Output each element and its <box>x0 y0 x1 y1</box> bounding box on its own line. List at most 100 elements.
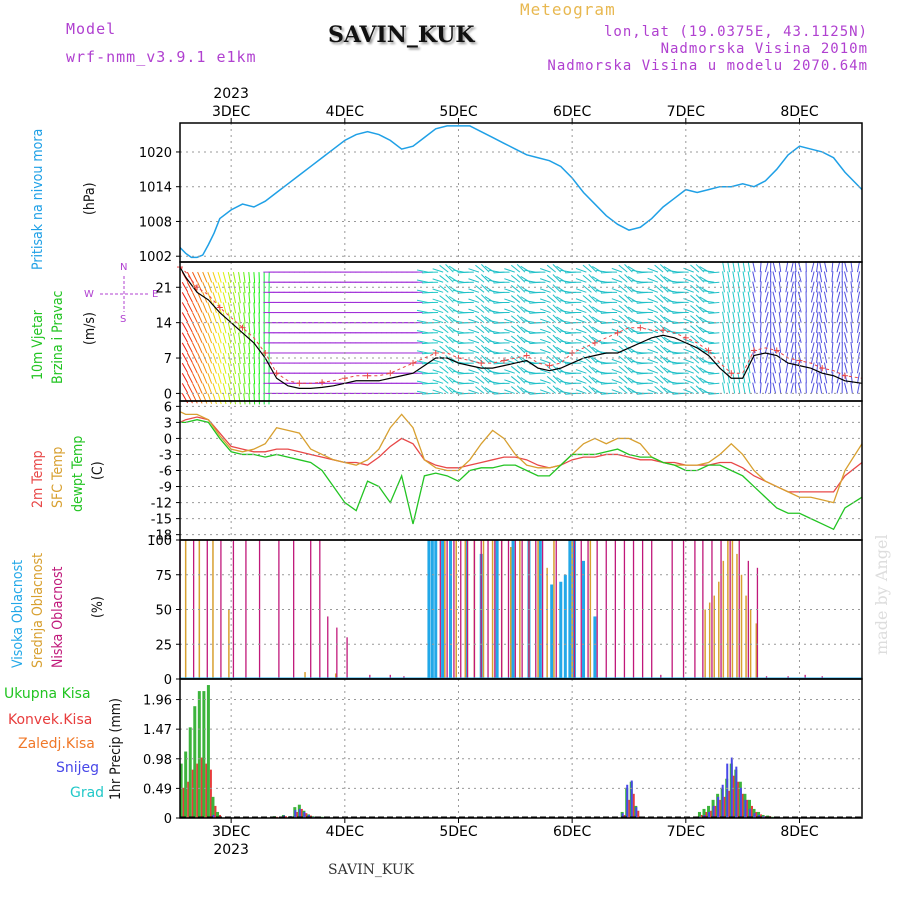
wind-barb <box>202 383 208 394</box>
wind-barb <box>524 390 536 394</box>
wind-barb <box>481 354 490 364</box>
wind-barb <box>227 322 232 334</box>
wind-barb <box>510 325 521 334</box>
wind-barb <box>552 344 562 354</box>
wind-barb <box>439 335 449 344</box>
wind-barb <box>810 281 815 293</box>
wind-barb <box>416 390 428 394</box>
wind-barb <box>778 301 782 313</box>
wind-barb <box>504 288 515 293</box>
wind-barb <box>611 318 623 324</box>
wind-barb <box>481 375 490 384</box>
wind-barb <box>683 389 694 394</box>
wind-barb <box>582 295 592 303</box>
wind-barb <box>516 365 526 374</box>
wind-barb <box>836 261 841 273</box>
wind-barb <box>238 312 241 324</box>
wind-barb <box>797 261 802 273</box>
wind-barb <box>794 352 797 364</box>
wind-barb <box>416 360 428 364</box>
wind-barb <box>708 362 720 365</box>
precip-snow-bar <box>730 757 733 818</box>
wind-barb <box>683 277 694 283</box>
wind-barb <box>690 274 700 283</box>
wind-barb <box>764 382 769 394</box>
wind-barb <box>552 264 562 273</box>
ytick-label: 7 <box>164 352 172 367</box>
wind-barb <box>439 345 449 354</box>
wind-barb <box>703 381 715 384</box>
wind-barb <box>432 308 444 314</box>
wind-barb <box>737 261 741 273</box>
wind-barb <box>759 301 762 313</box>
wind-barb <box>836 301 841 313</box>
wind-barb <box>695 385 705 394</box>
precip-panel <box>179 685 862 818</box>
wind-barb <box>772 271 777 283</box>
precip-snow-bar <box>303 811 306 818</box>
wind-barb <box>432 389 444 394</box>
wind-barb <box>575 288 587 293</box>
precip-convective-bar <box>760 814 763 818</box>
wind-barb <box>217 393 222 405</box>
wind-barb <box>504 318 515 324</box>
wind-barb <box>690 365 700 374</box>
wind-barb <box>488 360 500 364</box>
wind-barb <box>722 281 725 293</box>
wind-barb <box>217 271 222 283</box>
wind-barb <box>722 352 725 364</box>
precip-snow-bar <box>621 813 624 818</box>
wind-barb <box>416 350 428 354</box>
wind-barb <box>202 332 208 344</box>
wind-barb <box>844 281 848 293</box>
wind-barb <box>708 271 720 274</box>
wind-barb <box>836 291 841 303</box>
wind-barb <box>683 328 694 334</box>
wind-barb <box>667 300 679 303</box>
wind-barb <box>794 341 797 354</box>
wind-barb <box>202 322 208 334</box>
wind-barb <box>618 375 628 384</box>
wind-barb <box>552 324 562 334</box>
wind-barb <box>588 375 597 384</box>
wind-barb <box>207 271 213 283</box>
wind-barb <box>690 294 700 303</box>
wind-barb <box>647 318 659 324</box>
ytick-label: 0 <box>164 812 172 827</box>
wind-barb <box>232 272 237 283</box>
wind-barb <box>248 292 251 304</box>
wind-barb <box>823 382 828 394</box>
wind-barb <box>588 294 597 303</box>
wind-barb <box>212 292 217 303</box>
wind-barb <box>790 372 794 384</box>
wind-barb <box>778 261 782 273</box>
wind-barb <box>810 372 815 384</box>
wind-barb <box>481 324 490 334</box>
wind-barb <box>647 389 659 394</box>
wind-barb <box>816 342 819 354</box>
wind-barb <box>727 331 731 343</box>
wind-barb <box>227 383 232 395</box>
wind-barb <box>552 294 562 303</box>
wind-barb <box>785 331 789 343</box>
wind-barb <box>232 383 237 395</box>
wind-barb <box>618 345 628 354</box>
precip-total-bar <box>184 751 188 818</box>
wind-barb <box>524 269 536 273</box>
wind-barb <box>595 370 607 374</box>
wind-barb <box>212 342 217 354</box>
wind-barb <box>618 315 628 324</box>
wind-barb <box>432 339 444 344</box>
wind-barb <box>595 279 607 283</box>
wind-barb <box>202 302 208 313</box>
wind-barb <box>759 382 762 394</box>
wind-barb <box>794 301 797 313</box>
wind-barb <box>475 274 485 283</box>
wind-barb <box>654 264 664 273</box>
wind-barb <box>207 362 213 374</box>
precip-convective-bar <box>632 793 635 818</box>
wind-barb <box>588 264 597 273</box>
altitude-label: Nadmorska Visina 2010m <box>660 41 868 57</box>
ytick-label: 21 <box>155 281 172 296</box>
